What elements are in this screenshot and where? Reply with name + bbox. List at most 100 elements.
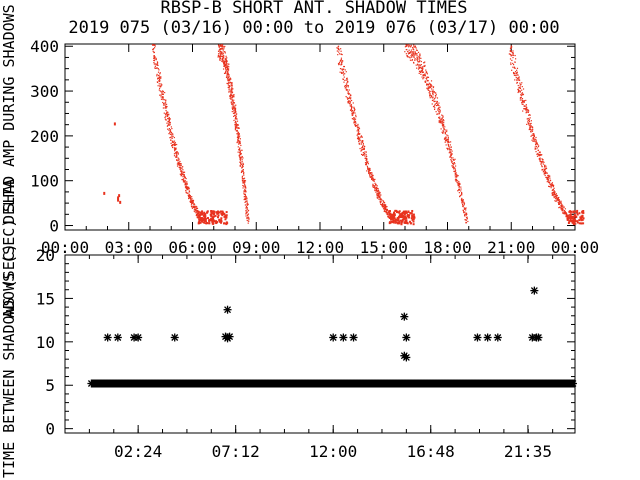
top-data-point — [535, 141, 537, 144]
top-data-point — [421, 71, 423, 73]
bottom-y-tick-label: 5 — [45, 376, 55, 395]
top-data-point — [244, 181, 246, 183]
top-data-point — [432, 91, 434, 93]
top-data-point — [354, 119, 356, 121]
top-data-point — [431, 85, 433, 87]
top-data-point — [226, 57, 228, 59]
top-data-point — [520, 94, 522, 97]
top-data-point — [231, 88, 233, 91]
top-data-point — [512, 64, 515, 66]
top-data-point — [356, 130, 358, 132]
top-data-point — [528, 118, 530, 120]
top-data-point — [165, 115, 167, 118]
top-x-tick-label: 06:00 — [168, 238, 216, 257]
top-data-point — [235, 114, 237, 116]
top-data-point — [238, 127, 240, 130]
top-data-point — [526, 118, 528, 120]
top-data-point — [409, 212, 412, 215]
top-data-point — [455, 178, 457, 180]
top-data-point — [546, 181, 548, 183]
top-data-point — [576, 221, 579, 224]
top-data-point — [233, 94, 235, 96]
top-data-point — [165, 112, 168, 115]
top-data-point — [236, 124, 238, 126]
top-data-point — [574, 210, 577, 213]
top-data-point — [367, 171, 370, 173]
top-data-point — [562, 205, 564, 207]
top-data-point — [230, 78, 232, 80]
top-data-point — [442, 123, 444, 125]
top-data-point — [436, 102, 438, 104]
top-data-point — [443, 120, 445, 122]
top-data-point — [522, 110, 524, 112]
top-y-tick-label: 100 — [30, 172, 59, 191]
top-data-point — [223, 51, 225, 53]
top-data-point — [224, 65, 227, 67]
top-data-point — [377, 193, 379, 195]
top-data-point — [572, 211, 575, 214]
top-data-point — [337, 54, 339, 56]
bottom-data-point — [339, 333, 348, 342]
top-data-point — [527, 119, 529, 122]
top-data-point — [428, 86, 430, 88]
top-data-point — [242, 178, 244, 180]
top-data-point — [429, 94, 431, 96]
top-data-point — [159, 85, 161, 87]
top-data-point — [239, 140, 241, 142]
top-data-point — [450, 154, 452, 156]
top-data-point — [430, 95, 432, 97]
top-data-point — [346, 79, 349, 81]
top-data-point — [336, 50, 338, 52]
top-data-point — [219, 59, 221, 62]
top-data-point — [413, 51, 415, 53]
top-data-point — [394, 209, 397, 212]
top-data-point — [555, 193, 557, 195]
top-data-point — [442, 119, 445, 121]
top-data-point — [576, 220, 579, 223]
top-data-point — [357, 138, 359, 140]
top-data-point — [424, 61, 426, 63]
top-data-point — [550, 183, 553, 185]
top-data-point — [452, 165, 454, 167]
top-data-point — [244, 193, 246, 195]
top-data-point — [554, 200, 556, 202]
top-data-point — [204, 217, 207, 220]
top-data-point — [392, 214, 395, 217]
top-data-point — [444, 141, 446, 143]
top-data-point — [560, 201, 562, 203]
top-data-point — [228, 63, 230, 65]
top-data-point — [236, 130, 238, 132]
top-data-point — [431, 88, 433, 90]
bottom-x-tick-label: 16:48 — [407, 442, 455, 461]
top-data-point — [512, 66, 514, 68]
top-data-point — [416, 56, 418, 58]
top-data-point — [517, 74, 519, 76]
top-data-point — [558, 199, 560, 201]
top-data-point — [410, 45, 412, 47]
top-data-point — [446, 129, 448, 131]
top-y-tick-label: 200 — [30, 127, 59, 146]
top-data-point — [157, 85, 159, 87]
top-data-point — [347, 81, 349, 83]
top-data-point — [185, 186, 187, 188]
top-data-point — [544, 171, 546, 174]
top-data-point — [245, 209, 247, 212]
top-data-point — [219, 48, 221, 51]
top-data-point — [353, 121, 355, 123]
top-data-point — [564, 212, 566, 215]
top-data-point — [234, 122, 236, 124]
top-data-point — [369, 168, 371, 170]
top-data-point — [438, 121, 440, 123]
top-data-point — [525, 99, 527, 102]
top-data-point — [412, 48, 414, 50]
top-data-point — [536, 153, 538, 155]
top-data-point — [447, 140, 450, 142]
top-data-point — [234, 107, 237, 109]
top-data-point — [156, 63, 158, 65]
top-data-point — [158, 83, 160, 85]
top-data-point — [385, 204, 387, 206]
top-x-tick-label: 00:00 — [41, 238, 89, 257]
top-data-point — [217, 53, 220, 55]
top-data-point — [231, 100, 233, 102]
top-data-point — [343, 81, 345, 83]
